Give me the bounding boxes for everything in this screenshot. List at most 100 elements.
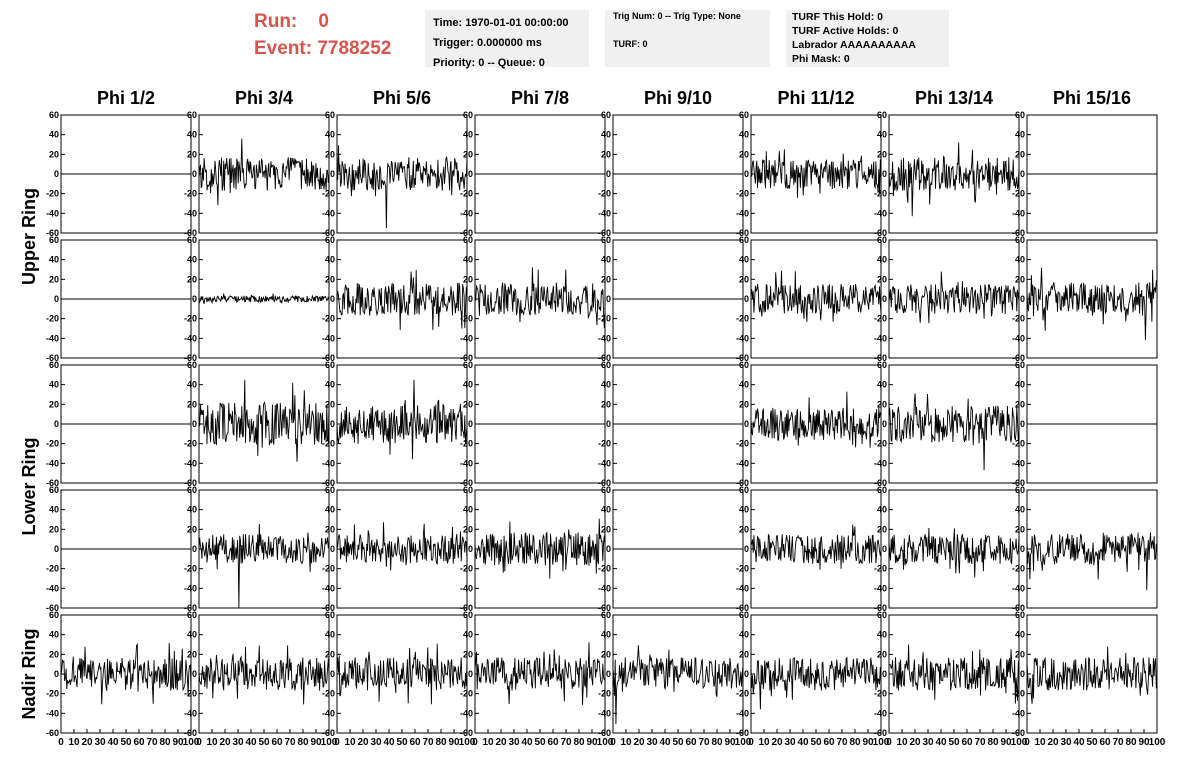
y-tick-label: -60 — [46, 603, 59, 613]
x-tick-label: 90 — [310, 737, 322, 748]
y-tick-label: -40 — [184, 583, 197, 593]
x-tick-label: 90 — [586, 737, 598, 748]
y-tick-label: 0 — [606, 669, 611, 679]
y-tick-label: 0 — [330, 544, 335, 554]
turf-text: TURF: 0 — [613, 39, 648, 49]
y-tick-label: -40 — [46, 333, 59, 343]
y-tick-label: 40 — [739, 130, 749, 140]
x-tick-label: 50 — [1086, 737, 1098, 748]
y-tick-label: -40 — [460, 708, 473, 718]
x-tick-label: 50 — [258, 737, 270, 748]
ring-label: Lower Ring — [19, 438, 39, 536]
y-tick-label: -60 — [874, 603, 887, 613]
x-tick-label: 100 — [1011, 737, 1028, 748]
y-tick-label: 20 — [325, 399, 335, 409]
y-tick-label: 40 — [877, 630, 887, 640]
y-tick-label: 60 — [739, 485, 749, 495]
y-tick-label: -20 — [736, 189, 749, 199]
y-tick-label: 60 — [601, 110, 611, 120]
y-tick-label: -20 — [184, 439, 197, 449]
y-tick-label: 0 — [606, 169, 611, 179]
y-tick-label: -60 — [184, 603, 197, 613]
column-header: Phi 15/16 — [1053, 88, 1131, 108]
y-tick-label: 0 — [468, 544, 473, 554]
x-tick-label: 50 — [672, 737, 684, 748]
y-tick-label: -60 — [1012, 228, 1025, 238]
turf-this-hold-text: TURF This Hold: 0 — [792, 11, 883, 23]
y-tick-label: 0 — [882, 544, 887, 554]
turf-info-box: TURF This Hold: 0 TURF Active Holds: 0 L… — [786, 10, 949, 67]
waveform-trace — [750, 656, 882, 710]
y-tick-label: 0 — [192, 294, 197, 304]
waveform-trace — [750, 149, 882, 198]
y-tick-label: -20 — [460, 564, 473, 574]
waveform-trace — [750, 270, 882, 322]
y-tick-label: -20 — [598, 189, 611, 199]
x-tick-label: 10 — [620, 737, 632, 748]
y-tick-label: 0 — [192, 419, 197, 429]
y-tick-label: -20 — [184, 689, 197, 699]
y-tick-label: -20 — [184, 189, 197, 199]
y-tick-label: 20 — [187, 399, 197, 409]
y-tick-label: 40 — [463, 130, 473, 140]
waveform-trace — [1026, 267, 1158, 341]
y-tick-label: -20 — [736, 689, 749, 699]
y-tick-label: 20 — [1015, 649, 1025, 659]
y-tick-label: 40 — [49, 630, 59, 640]
x-tick-label: 0 — [472, 737, 478, 748]
trigger-info-box: Trig Num: 0 -- Trig Type: None TURF: 0 — [605, 10, 770, 67]
y-tick-label: 0 — [54, 419, 59, 429]
y-tick-label: 20 — [1015, 149, 1025, 159]
y-tick-label: 40 — [463, 505, 473, 515]
y-tick-label: 60 — [877, 360, 887, 370]
y-tick-label: -40 — [1012, 583, 1025, 593]
y-tick-label: -60 — [736, 728, 749, 738]
y-tick-label: 0 — [192, 544, 197, 554]
y-tick-label: -40 — [598, 333, 611, 343]
y-tick-label: 40 — [877, 130, 887, 140]
y-tick-label: 40 — [601, 130, 611, 140]
waveform-trace — [198, 523, 330, 609]
column-header: Phi 9/10 — [644, 88, 712, 108]
waveform-trace — [1026, 646, 1158, 704]
y-tick-label: 60 — [49, 485, 59, 495]
y-tick-label: 60 — [325, 110, 335, 120]
y-tick-label: -40 — [46, 458, 59, 468]
y-tick-label: -60 — [46, 728, 59, 738]
y-tick-label: 40 — [1015, 255, 1025, 265]
y-tick-label: -60 — [184, 478, 197, 488]
y-tick-label: 60 — [1015, 235, 1025, 245]
y-tick-label: 0 — [330, 294, 335, 304]
y-tick-label: 60 — [187, 610, 197, 620]
y-tick-label: -40 — [322, 208, 335, 218]
y-tick-label: 60 — [739, 235, 749, 245]
event-label: Event: — [254, 38, 313, 59]
x-tick-label: 10 — [896, 737, 908, 748]
y-tick-label: 40 — [325, 630, 335, 640]
x-tick-label: 40 — [521, 737, 533, 748]
x-tick-label: 80 — [987, 737, 999, 748]
y-tick-label: 60 — [49, 235, 59, 245]
x-tick-label: 30 — [508, 737, 520, 748]
y-tick-label: -60 — [46, 228, 59, 238]
y-tick-label: -20 — [874, 689, 887, 699]
waveform-trace — [198, 293, 330, 305]
ring-label: Upper Ring — [19, 188, 39, 285]
x-tick-label: 0 — [886, 737, 892, 748]
y-tick-label: 40 — [187, 255, 197, 265]
y-tick-label: 40 — [601, 255, 611, 265]
y-tick-label: -60 — [46, 353, 59, 363]
y-tick-label: 60 — [325, 235, 335, 245]
x-tick-label: 90 — [172, 737, 184, 748]
run-value: 0 — [318, 11, 329, 32]
y-tick-label: 40 — [739, 505, 749, 515]
y-tick-label: 60 — [601, 235, 611, 245]
y-tick-label: 40 — [739, 255, 749, 265]
y-tick-label: 60 — [601, 485, 611, 495]
y-tick-label: -40 — [1012, 333, 1025, 343]
waveform-trace — [474, 267, 606, 329]
y-tick-label: 60 — [463, 360, 473, 370]
waveform-trace — [888, 271, 1020, 324]
x-tick-label: 20 — [357, 737, 369, 748]
